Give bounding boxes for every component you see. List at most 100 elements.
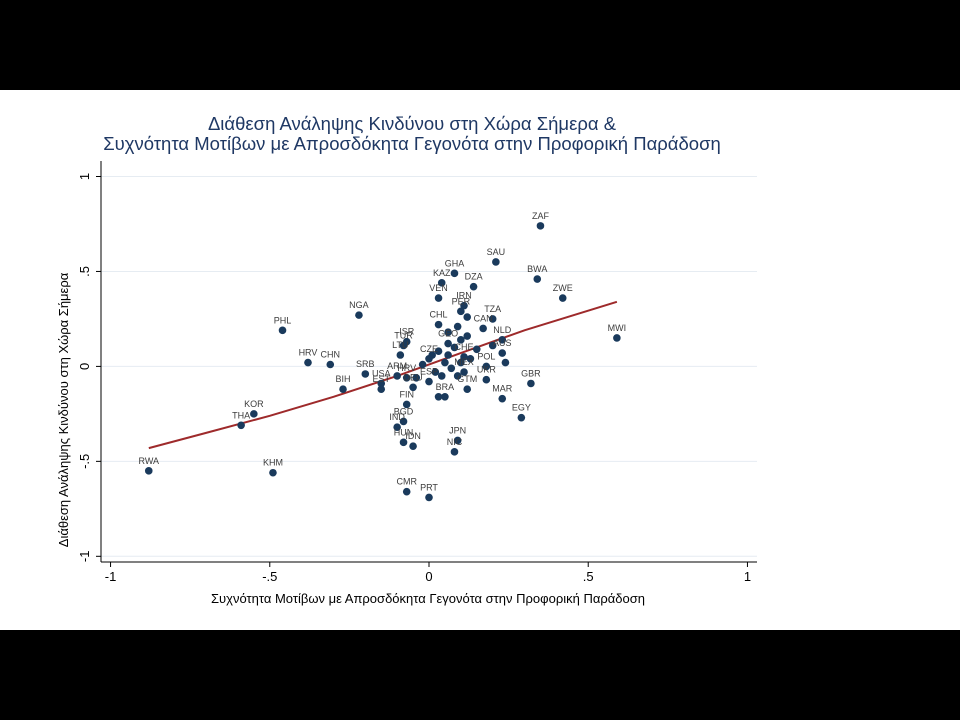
data-point-label: BRA — [436, 382, 455, 392]
data-point — [237, 421, 245, 430]
x-tick-label: 0 — [425, 569, 432, 584]
y-tick-label: -.5 — [77, 454, 92, 469]
fit-line — [148, 300, 618, 450]
data-point — [472, 345, 481, 354]
data-point — [418, 360, 427, 369]
data-point-label: CHL — [430, 310, 448, 320]
data-point — [437, 372, 446, 380]
data-point — [425, 493, 433, 502]
data-point — [304, 358, 312, 367]
data-point-label: HRV — [397, 363, 416, 373]
data-point-label: VEN — [429, 283, 448, 293]
data-point — [492, 258, 500, 266]
data-point — [536, 222, 545, 230]
data-point-label: TUR — [394, 331, 413, 341]
x-axis-title: Συχνότητα Μοτίβων με Απροσδόκητα Γεγονότ… — [211, 591, 645, 606]
data-point — [453, 372, 462, 380]
data-point — [444, 339, 452, 348]
data-point — [441, 392, 449, 401]
data-point-label: IND — [389, 412, 405, 422]
data-point — [613, 334, 621, 342]
data-point — [377, 379, 386, 388]
data-point-label: ARM — [387, 361, 407, 371]
data-point — [399, 417, 408, 426]
data-point-label: DEU — [404, 372, 423, 382]
y-axis-title: Διάθεση Ανάληψης Κινδύνου στη Χώρα Σήμερ… — [56, 272, 71, 547]
data-point-label: CHE — [455, 342, 474, 352]
axes: -1 -.5 0 .5 1 -1 -.5 0 .5 1 — [77, 161, 757, 584]
y-tick-label: -1 — [77, 551, 92, 563]
data-point — [498, 394, 507, 403]
data-point-label: HUN — [394, 427, 414, 437]
data-point — [444, 351, 452, 359]
data-point-label: IRN — [456, 291, 472, 301]
data-point — [434, 294, 443, 302]
data-point-label: JPN — [449, 425, 466, 435]
data-point-label: BWA — [527, 264, 547, 274]
data-point-label: BIH — [336, 374, 351, 384]
data-point — [425, 377, 433, 386]
data-point-label: GHA — [445, 258, 465, 268]
x-tick-label: 1 — [744, 569, 751, 584]
data-point — [501, 358, 510, 367]
data-point — [498, 349, 507, 357]
data-point — [558, 294, 567, 302]
data-point-label: ESP — [420, 367, 438, 377]
data-point — [326, 360, 335, 369]
data-point — [460, 368, 468, 376]
data-point-label: PER — [452, 296, 471, 306]
data-point — [498, 336, 507, 344]
data-point — [457, 336, 465, 344]
data-point — [453, 436, 462, 445]
data-point-label: CAN — [474, 313, 493, 323]
y-tick-label: 0 — [77, 363, 92, 370]
data-point — [402, 487, 411, 496]
data-point-label: KHM — [263, 458, 283, 468]
data-point — [250, 410, 258, 418]
data-point-label: HRV — [299, 348, 318, 358]
data-point — [463, 332, 472, 340]
data-point-label: PRT — [420, 482, 438, 492]
data-point — [482, 375, 491, 384]
data-point — [425, 355, 433, 363]
data-point-label: ISR — [399, 327, 415, 337]
data-point — [396, 351, 405, 359]
data-point-label: TZA — [484, 304, 501, 314]
data-point-label: GTM — [457, 374, 477, 384]
data-point — [269, 468, 277, 477]
data-point — [453, 322, 462, 331]
data-point-label: MWI — [608, 323, 627, 333]
data-point — [482, 362, 491, 371]
data-point — [466, 355, 475, 363]
data-point — [450, 448, 459, 456]
data-point — [377, 385, 386, 393]
data-point-label: FIN — [399, 389, 414, 399]
data-point — [444, 328, 452, 337]
data-point — [469, 282, 478, 291]
data-point — [431, 368, 440, 376]
data-point — [463, 313, 472, 321]
data-point-label: KAZ — [433, 268, 451, 278]
data-point-label: PHL — [274, 315, 292, 325]
data-point — [434, 392, 443, 401]
y-tick-label: .5 — [77, 266, 92, 277]
data-point-label: GEO — [438, 329, 458, 339]
data-point — [441, 358, 449, 367]
data-point-label: SRB — [356, 359, 375, 369]
data-point — [434, 320, 443, 329]
fit-line-group — [148, 300, 618, 450]
data-point-label: SAU — [487, 247, 506, 257]
data-point-label: LTU — [392, 340, 408, 350]
scatter-chart: Διάθεση Ανάληψης Κινδύνου στη Χώρα Σήμερ… — [56, 113, 757, 606]
data-point — [144, 467, 153, 475]
data-point — [361, 370, 370, 378]
data-point — [450, 269, 459, 278]
data-point — [457, 358, 465, 367]
data-point-label: ZWE — [553, 283, 573, 293]
data-point — [479, 324, 487, 333]
data-point — [527, 379, 535, 388]
data-point-label: MEX — [454, 357, 474, 367]
chart-title-line-1: Διάθεση Ανάληψης Κινδύνου στη Χώρα Σήμερ… — [208, 113, 617, 134]
data-point — [355, 311, 363, 319]
data-point — [402, 400, 411, 409]
